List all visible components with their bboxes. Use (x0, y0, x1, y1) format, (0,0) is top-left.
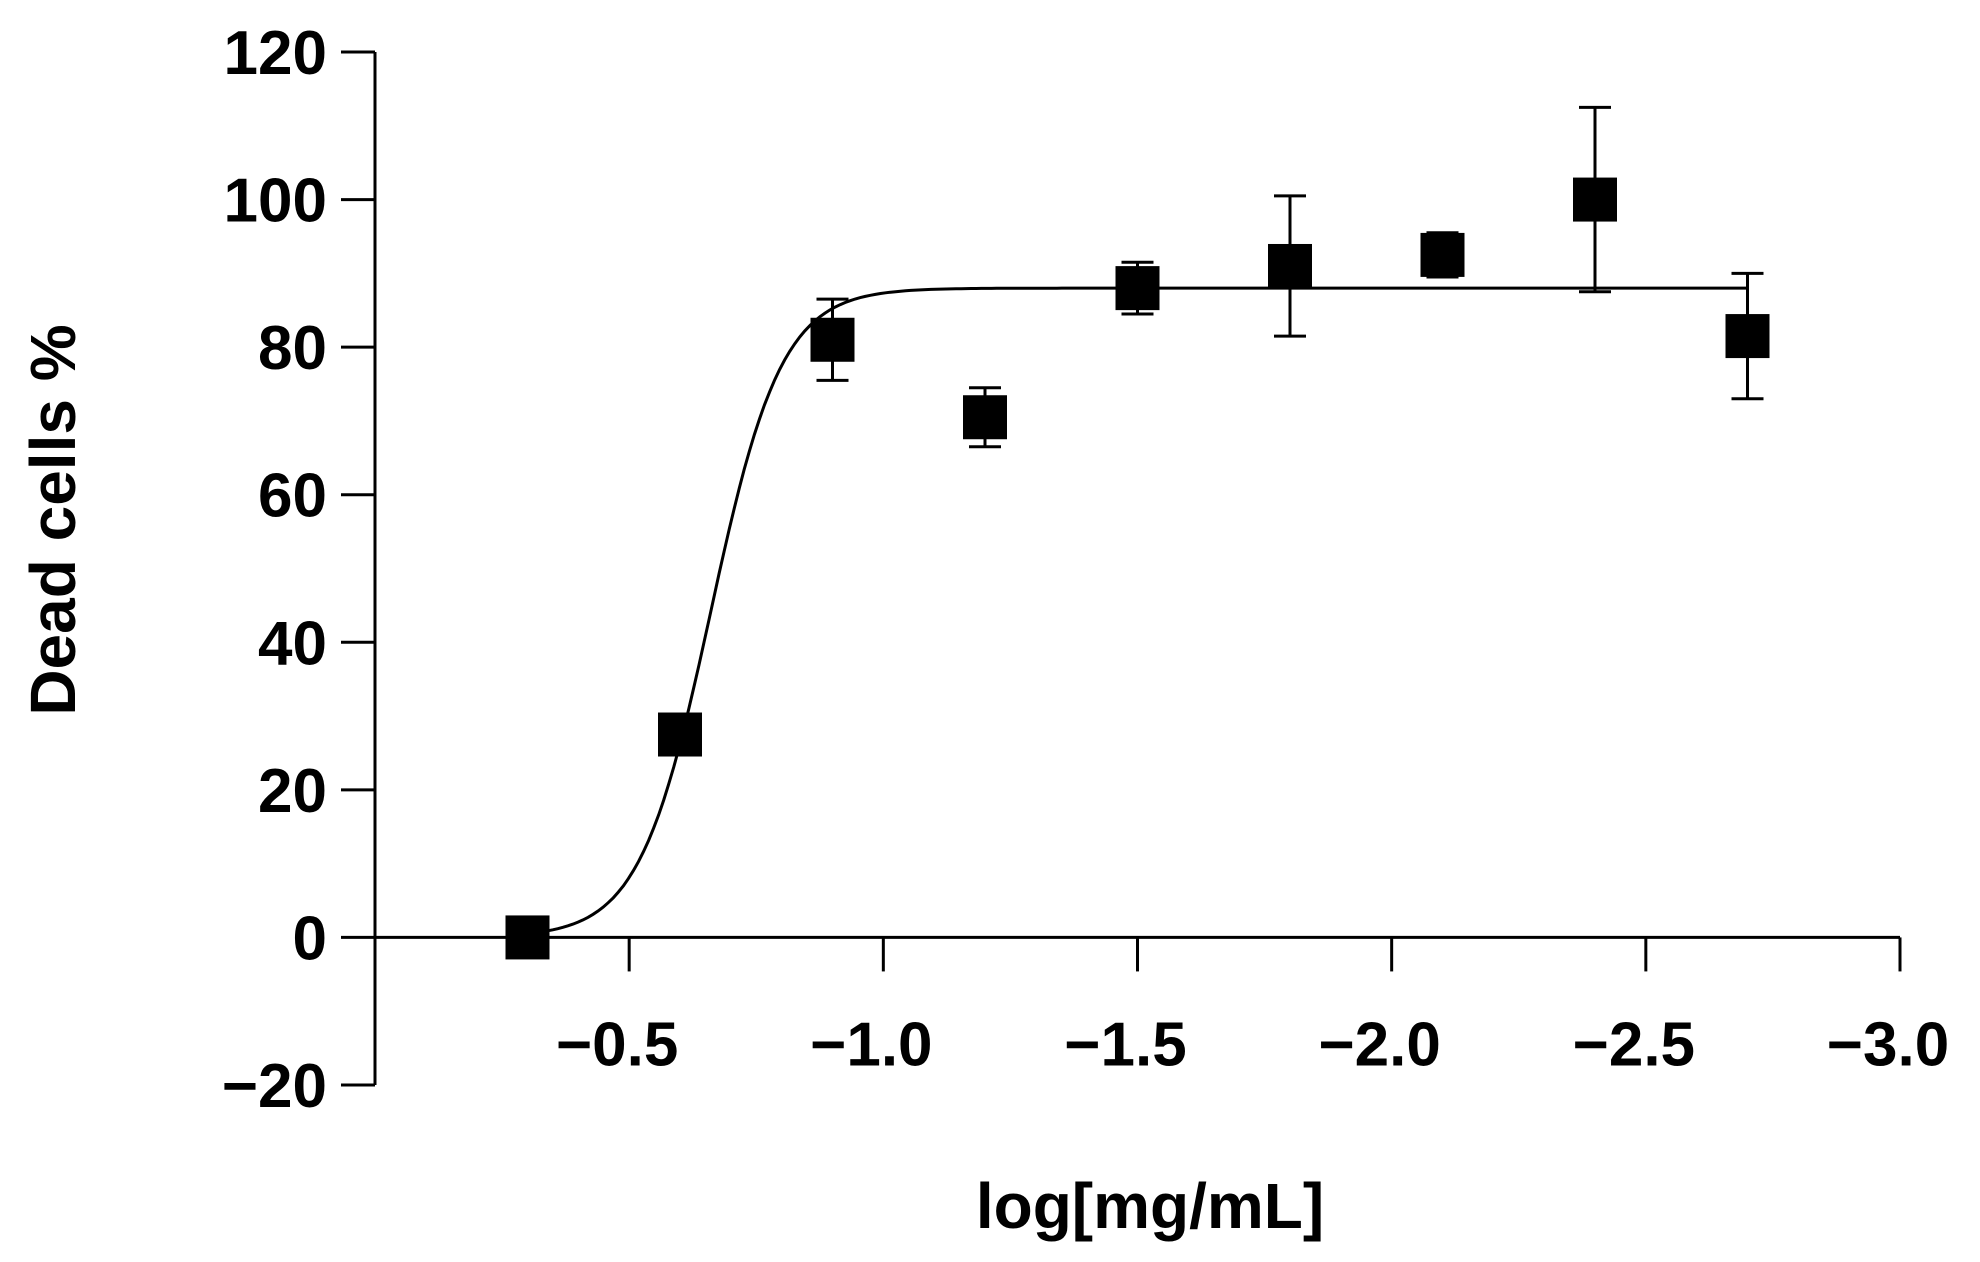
x-tick-label: −0.5 (556, 1010, 678, 1079)
y-tick-label: −20 (222, 1052, 327, 1121)
data-point (963, 395, 1007, 440)
x-tick-label: −3.0 (1827, 1010, 1949, 1079)
y-tick-label: 60 (258, 462, 327, 531)
y-tick-label: 80 (258, 314, 327, 383)
x-tick-label: −2.0 (1318, 1010, 1440, 1079)
x-tick-label: −1.0 (810, 1010, 932, 1079)
y-tick-label: 0 (293, 904, 327, 973)
data-point (658, 712, 702, 757)
data-point (1115, 266, 1160, 311)
data-point (1725, 314, 1770, 359)
data-point (1573, 177, 1617, 222)
axes: −20 0 20 40 60 80 100 120 −0.5 −1.0 −1.5 −2.0 −2.5 −3… (222, 19, 1949, 1121)
data-point (810, 317, 855, 362)
fit-curve (537, 286, 1748, 934)
y-tick-label: 40 (258, 609, 327, 678)
data-points-group (505, 105, 1770, 960)
data-point (505, 915, 550, 960)
x-axis-title: log[mg/mL] (976, 1170, 1324, 1242)
y-tick-label: 100 (224, 167, 327, 236)
x-tick-label: −1.5 (1064, 1010, 1186, 1079)
y-tick-label: 20 (258, 757, 327, 826)
data-point (1268, 243, 1312, 288)
fit-curve-group (537, 286, 1748, 934)
y-axis-title: Dead cells % (17, 324, 89, 715)
data-point (1420, 232, 1465, 277)
x-tick-label: −2.5 (1573, 1010, 1695, 1079)
y-tick-label: 120 (224, 19, 327, 88)
